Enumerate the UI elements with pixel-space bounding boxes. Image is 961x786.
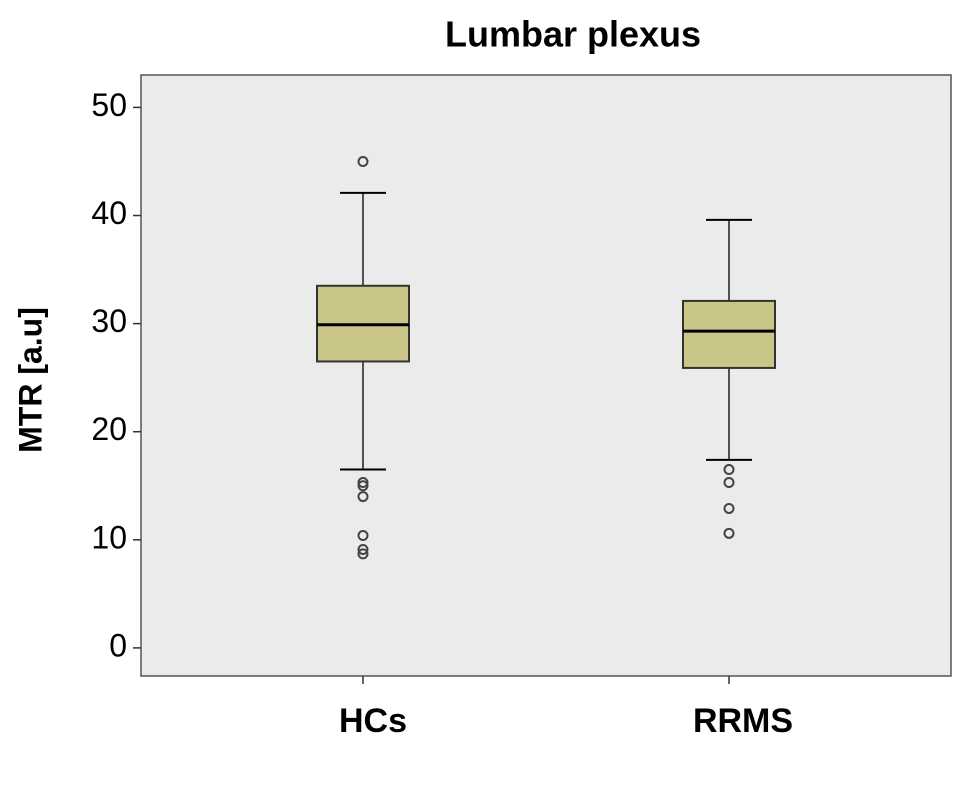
y-axis-label: MTR [a.u] bbox=[12, 307, 48, 453]
plot-area bbox=[140, 74, 952, 677]
chart-title: Lumbar plexus bbox=[445, 14, 701, 55]
box bbox=[682, 299, 776, 369]
outlier bbox=[357, 529, 369, 541]
outlier bbox=[723, 527, 735, 539]
outlier bbox=[357, 548, 369, 560]
y-tick-label: 40 bbox=[91, 195, 127, 231]
y-tick-label: 0 bbox=[109, 627, 127, 663]
outlier bbox=[357, 480, 369, 492]
outlier bbox=[723, 502, 735, 514]
y-tick-label: 10 bbox=[91, 519, 127, 555]
y-tick-label: 30 bbox=[91, 303, 127, 339]
y-tick-label: 20 bbox=[91, 411, 127, 447]
outlier bbox=[357, 544, 369, 556]
outlier bbox=[357, 155, 369, 167]
outlier bbox=[357, 477, 369, 489]
outlier bbox=[357, 491, 369, 503]
x-tick-label: HCs bbox=[339, 702, 407, 740]
y-tick-label: 50 bbox=[91, 87, 127, 123]
x-tick-label: RRMS bbox=[693, 702, 793, 740]
outlier bbox=[723, 464, 735, 476]
outlier bbox=[723, 477, 735, 489]
